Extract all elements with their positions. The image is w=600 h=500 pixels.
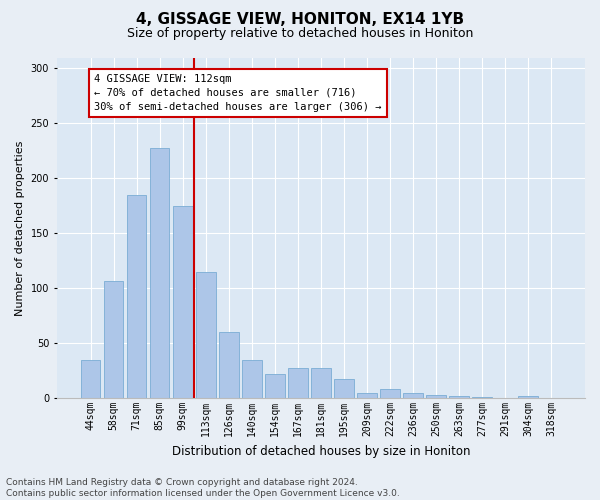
Text: 4, GISSAGE VIEW, HONITON, EX14 1YB: 4, GISSAGE VIEW, HONITON, EX14 1YB <box>136 12 464 28</box>
Bar <box>173 206 193 398</box>
Bar <box>127 195 146 398</box>
Bar <box>311 368 331 398</box>
X-axis label: Distribution of detached houses by size in Honiton: Distribution of detached houses by size … <box>172 444 470 458</box>
Text: Contains HM Land Registry data © Crown copyright and database right 2024.
Contai: Contains HM Land Registry data © Crown c… <box>6 478 400 498</box>
Bar <box>104 280 124 398</box>
Bar <box>81 360 100 398</box>
Bar <box>357 392 377 398</box>
Bar <box>196 272 215 398</box>
Text: 4 GISSAGE VIEW: 112sqm
← 70% of detached houses are smaller (716)
30% of semi-de: 4 GISSAGE VIEW: 112sqm ← 70% of detached… <box>94 74 382 112</box>
Bar <box>380 390 400 398</box>
Text: Size of property relative to detached houses in Honiton: Size of property relative to detached ho… <box>127 28 473 40</box>
Bar <box>265 374 284 398</box>
Bar <box>449 396 469 398</box>
Bar <box>426 395 446 398</box>
Bar <box>288 368 308 398</box>
Bar <box>242 360 262 398</box>
Bar <box>518 396 538 398</box>
Y-axis label: Number of detached properties: Number of detached properties <box>15 140 25 316</box>
Bar <box>334 380 354 398</box>
Bar <box>150 148 169 398</box>
Bar <box>403 392 423 398</box>
Bar <box>219 332 239 398</box>
Bar <box>472 397 492 398</box>
